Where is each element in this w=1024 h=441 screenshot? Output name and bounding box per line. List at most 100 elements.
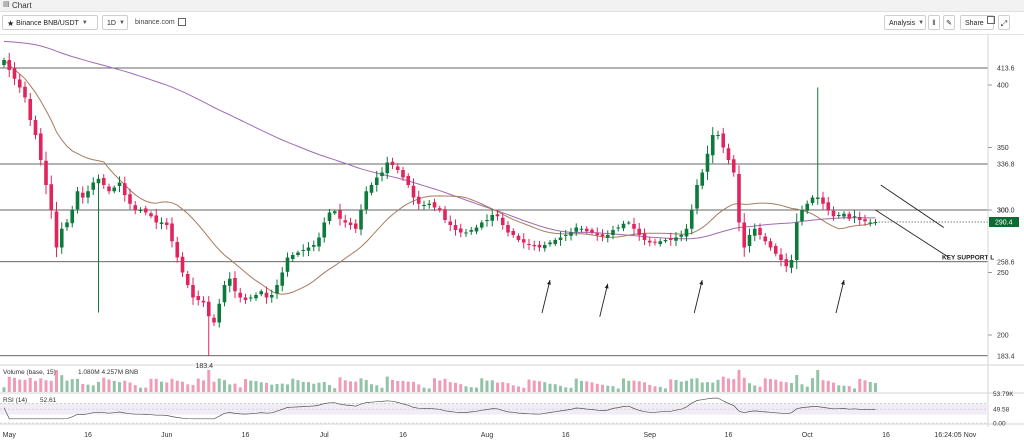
candle-body [38, 133, 43, 160]
symbol-selector[interactable]: ★ Binance BNB/USDT ▼ [2, 15, 98, 30]
analysis-menu[interactable]: Analysis ▼ [884, 15, 926, 30]
candle-body [532, 245, 537, 247]
volume-bar [97, 381, 100, 392]
volume-bar [658, 386, 662, 392]
candle-body [406, 176, 411, 185]
candle-body [91, 182, 96, 190]
indicator-settings-button[interactable]: ⫴ [928, 15, 940, 30]
volume-bar [779, 381, 783, 392]
candle-body [243, 297, 248, 300]
symbol-label: Binance BNB/USDT [16, 20, 79, 27]
candle-body [343, 220, 348, 223]
volume-bar [128, 382, 132, 392]
volume-bar [522, 387, 526, 392]
time-tick-label: 16 [242, 432, 250, 439]
volume-bar [706, 382, 709, 392]
volume-bar [485, 380, 489, 392]
volume-bar [175, 380, 179, 392]
horizontal-levels: 413.6 336.8 300.0 258.6 183.4 [0, 66, 1015, 360]
candle-body [653, 241, 657, 243]
candle-body [710, 135, 715, 156]
volume-bar [690, 378, 694, 392]
candle-body [537, 244, 542, 248]
volume-bar [448, 382, 452, 392]
time-tick-label: May [3, 432, 17, 439]
arrow-head [547, 280, 551, 285]
volume-bar [553, 384, 557, 392]
volume-bar [202, 380, 205, 392]
candle-body [374, 177, 379, 185]
volume-pane: Volume (base, 15) 1.080M 4.257M BNB 53.79K [2, 369, 1014, 398]
volume-bar [784, 382, 788, 392]
price-tick-label: 200 [997, 333, 1009, 340]
price-chart[interactable]: 413.6 336.8 300.0 258.6 183.4 290.4 183.4 KEY … [0, 35, 1024, 441]
volume-bar [49, 380, 53, 392]
volume-bar [874, 383, 877, 392]
candle-body [80, 192, 85, 198]
draw-tool-button[interactable]: ✎ [943, 15, 955, 30]
candle-body [348, 222, 353, 225]
candle-body [511, 231, 516, 235]
volume-bar [842, 385, 846, 392]
source-link[interactable]: binance.com [135, 15, 186, 30]
candle-body [222, 285, 227, 303]
candle-body [28, 99, 33, 120]
candle-body [233, 278, 237, 292]
volume-bar [737, 370, 741, 392]
share-label: Share [965, 20, 984, 27]
low-price-label: 183.4 [196, 363, 214, 370]
candle-body [217, 303, 222, 323]
candle-body [206, 301, 211, 317]
volume-bar [91, 385, 95, 392]
volume-bar [826, 380, 830, 392]
candle-body [611, 230, 615, 235]
candle-body [117, 182, 122, 186]
fullscreen-button[interactable]: ⤢ [998, 15, 1010, 30]
candle-body [674, 237, 678, 241]
volume-bar [443, 378, 447, 392]
volume-bar [643, 382, 646, 392]
candle-body [569, 232, 573, 236]
volume-bar [459, 384, 463, 392]
candle-body [296, 252, 300, 255]
candle-body [474, 227, 479, 232]
volume-bar [475, 387, 478, 392]
time-axis: May16Jun16Jul16Aug16Sep16Oct16Nov1616:24… [3, 432, 977, 439]
volume-bar [2, 387, 6, 392]
volume-bar [685, 380, 688, 392]
level-label: 300.0 [997, 208, 1015, 215]
price-tick-label: 300 [997, 208, 1009, 215]
candle-body [23, 86, 27, 98]
candle-body [852, 216, 857, 218]
volume-bar [595, 383, 599, 392]
volume-bar [564, 387, 568, 392]
candle-body [285, 257, 290, 272]
volume-bar [160, 381, 163, 392]
candle-body [779, 254, 783, 260]
candle-body [863, 219, 867, 222]
candle-body [815, 197, 820, 199]
volume-bar [186, 384, 190, 392]
share-button[interactable]: Share [960, 15, 995, 30]
price-tick-label: 350 [997, 145, 1009, 152]
arrow-shaft [693, 279, 703, 314]
external-link-icon [986, 16, 995, 24]
volume-bar [307, 382, 310, 392]
chevron-down-icon: ▼ [118, 20, 125, 26]
volume-bar [286, 384, 289, 392]
candle-body [154, 215, 159, 223]
candle-body [616, 227, 621, 229]
interval-selector[interactable]: 1D ▼ [102, 15, 128, 30]
candle-body [332, 211, 337, 214]
volume-bar [375, 385, 379, 392]
candle-body [227, 278, 232, 286]
time-label: 16:24:05 [934, 432, 961, 439]
volume-bar [517, 386, 520, 392]
time-tick-label: Nov [964, 432, 977, 439]
volume-bar [107, 379, 111, 392]
chevron-down-icon: ▼ [918, 20, 925, 26]
candle-body [590, 229, 594, 233]
volume-bar [70, 379, 74, 392]
arrow-shaft [541, 279, 551, 314]
volume-bar [385, 376, 389, 392]
